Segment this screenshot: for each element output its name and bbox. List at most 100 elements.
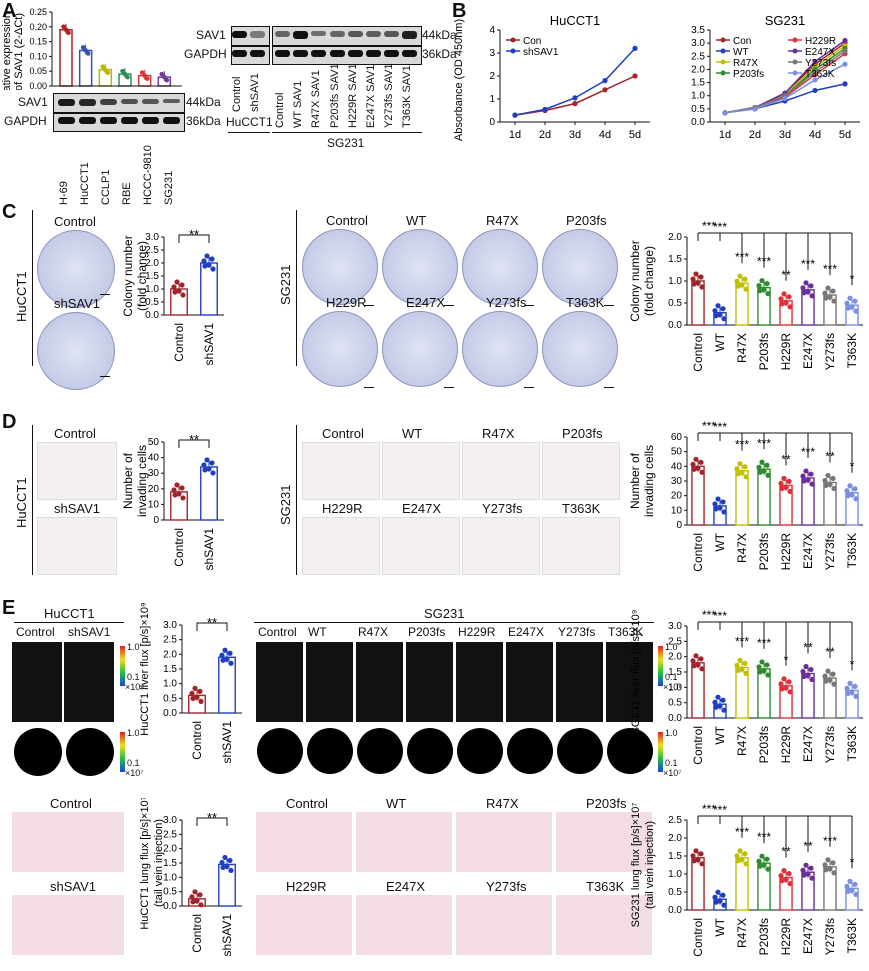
- data-point: [765, 291, 771, 297]
- y-tick-label: 1.0: [163, 872, 177, 883]
- x-tick-label-E247X: E247X: [801, 333, 815, 369]
- y-tick-label: 60: [671, 432, 683, 443]
- data-point: [698, 274, 704, 280]
- blot-band-gapdh: [121, 117, 138, 124]
- data-point: [825, 472, 831, 479]
- data-point: [852, 298, 858, 304]
- y-label-1: HuCCT1 liver flux [p/s]×10⁹: [140, 603, 151, 736]
- mouse-image: [306, 642, 353, 722]
- data-point: [192, 889, 198, 895]
- data-point: [827, 677, 833, 683]
- data-point: [735, 858, 741, 864]
- x-tick-label-Y273fs: Y273fs: [823, 918, 837, 955]
- y-tick-label: 1.5: [163, 664, 177, 675]
- y-tick-label: 0.25: [29, 7, 47, 17]
- liver-image: [357, 728, 403, 774]
- data-point: [756, 858, 762, 864]
- colorbar-max: 1.0: [127, 642, 140, 652]
- data-point: [713, 506, 719, 512]
- series-point-shSAV1: [512, 112, 518, 118]
- invasion-tile-R47X: [462, 442, 540, 500]
- y-label-2: invading cells: [135, 445, 149, 517]
- data-point: [206, 466, 212, 472]
- data-point: [171, 487, 177, 493]
- x-tick-label-shSAV1: shSAV1: [220, 914, 234, 957]
- colorbar-max: 1.0: [665, 642, 678, 652]
- legend-marker: [510, 37, 516, 43]
- data-point: [844, 300, 850, 306]
- y-tick-label: 1.0: [163, 679, 177, 690]
- data-point: [690, 853, 696, 859]
- invasion-tile-shSAV1: [37, 517, 117, 575]
- y-tick-label: 2.0: [145, 258, 159, 269]
- y-tick-label: 0.0: [163, 901, 177, 912]
- y-tick-label: 20: [148, 484, 160, 495]
- data-point: [734, 466, 740, 472]
- blot2-band-sav1: [347, 31, 363, 37]
- data-point: [734, 662, 740, 668]
- panel-a-label: A: [2, 0, 17, 22]
- mouse-image: [556, 642, 603, 722]
- sig-label-wt: ***: [702, 219, 716, 233]
- y-tick-label: 1.0: [145, 284, 159, 295]
- y-tick-label: 3.5: [691, 25, 705, 36]
- panel-e-hucct1-title: HuCCT1: [44, 606, 95, 621]
- legend-marker: [792, 37, 798, 43]
- x-tick-label-WT: WT: [713, 725, 727, 744]
- legend-marker: [720, 37, 726, 43]
- data-point: [743, 286, 749, 292]
- blot2-lane-T363K SAV1: T363K SAV1: [401, 65, 414, 128]
- cell-line-label-SG231: SG231: [163, 170, 175, 205]
- data-point: [699, 284, 705, 290]
- data-point: [202, 467, 208, 473]
- data-point: [757, 863, 763, 869]
- x-tick-label-Control: Control: [691, 918, 705, 957]
- data-point: [759, 459, 765, 465]
- x-tick-label-Y273fs: Y273fs: [823, 333, 837, 370]
- data-point: [715, 496, 721, 502]
- sig-label-wt: ***: [702, 420, 716, 433]
- data-point: [808, 865, 814, 871]
- blot2-band-sav1: [329, 31, 345, 37]
- sig-label: *: [850, 460, 855, 474]
- lung-histology-shSAV1: [12, 895, 124, 955]
- data-point: [759, 278, 765, 284]
- blot2-band-gapdh: [311, 50, 327, 57]
- data-point: [691, 281, 697, 287]
- x-tick-label-E247X: E247X: [801, 726, 815, 762]
- legend-label-E247X: E247X: [805, 47, 835, 58]
- legend-marker: [510, 48, 516, 54]
- sig-label: ***: [713, 803, 727, 817]
- data-point: [823, 295, 829, 301]
- data-point: [759, 659, 765, 665]
- blot2-band-sav1: [232, 31, 247, 38]
- dish-label-Y273fs: Y273fs: [486, 295, 527, 310]
- tile-label-Control: Control: [322, 426, 364, 441]
- data-point: [759, 853, 765, 859]
- histo-label-Control: Control: [286, 796, 328, 811]
- panel-d-right-chart: 0 10 20 30 40 50 60 Number of invading cells Cont…: [628, 420, 863, 572]
- x-tick-label-R47X: R47X: [735, 726, 749, 756]
- mouse-image: [12, 642, 62, 722]
- data-point: [801, 872, 807, 878]
- panel-d-divider-left: [32, 425, 33, 575]
- sig-label: ***: [713, 609, 727, 623]
- sig-label: *: [850, 855, 855, 869]
- series-point-shSAV1: [542, 106, 548, 112]
- data-point: [827, 481, 833, 488]
- blot-band-sav1: [142, 99, 159, 104]
- blot-band-gapdh: [142, 117, 159, 124]
- data-point: [228, 867, 234, 874]
- colorbar-min: 0.1: [127, 672, 140, 682]
- data-point: [712, 308, 718, 314]
- y-tick-label: 0.20: [29, 22, 47, 32]
- series-point-shSAV1: [602, 78, 608, 84]
- x-tick-label: 4d: [599, 129, 611, 141]
- data-point: [742, 660, 748, 666]
- data-point: [202, 263, 208, 269]
- sig-label: **: [803, 839, 813, 853]
- data-point: [809, 481, 815, 487]
- panel-e-liver-left-chart: 0.0 0.5 1.0 1.5 2.0 2.5 3.0 HuCCT1 liver flux […: [140, 603, 242, 763]
- data-point: [853, 693, 859, 699]
- histo-label-Y273fs: Y273fs: [486, 879, 527, 894]
